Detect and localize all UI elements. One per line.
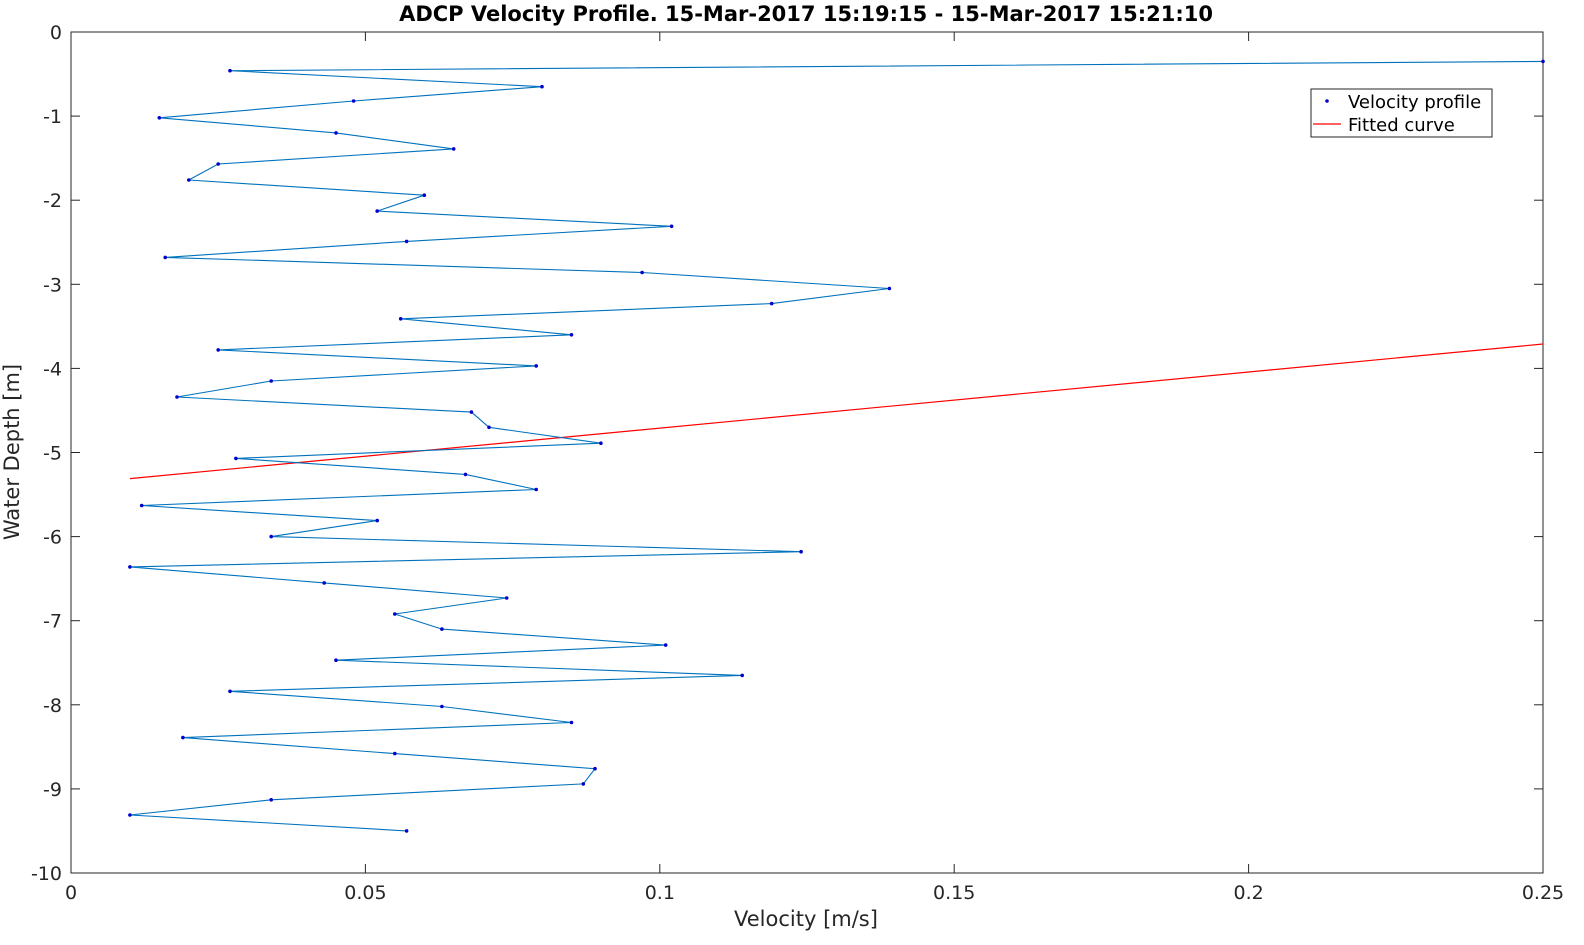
y-tick-label: -9 [43, 779, 62, 801]
velocity-profile-point [234, 456, 238, 461]
velocity-profile-point [351, 99, 356, 103]
velocity-profile-point [128, 565, 132, 569]
x-tick-label: 0.15 [933, 882, 975, 904]
y-tick-label: -7 [43, 611, 62, 633]
velocity-profile-point [593, 766, 597, 771]
velocity-profile-point [398, 317, 403, 321]
legend-label-velocity-profile: Velocity profile [1348, 92, 1481, 113]
velocity-profile-point [599, 441, 603, 446]
velocity-profile-point [404, 239, 409, 244]
velocity-profile-point [440, 627, 444, 631]
velocity-profile-point [669, 224, 674, 229]
velocity-profile-point [451, 147, 456, 151]
velocity-profile-point [187, 178, 191, 182]
velocity-profile-point [569, 333, 574, 337]
velocity-profile-point [139, 503, 144, 508]
velocity-profile-point [487, 425, 491, 430]
y-axis-label: Water Depth [m] [0, 364, 24, 540]
velocity-profile-point [1541, 59, 1545, 64]
velocity-profile-point [640, 270, 644, 275]
velocity-profile-point [581, 782, 586, 786]
velocity-profile-point [463, 472, 468, 477]
y-tick-label: 0 [50, 22, 62, 44]
y-tick-label: -2 [43, 190, 62, 212]
velocity-profile-point [740, 673, 744, 678]
velocity-profile-point [540, 84, 544, 89]
y-tick-label: -4 [43, 358, 62, 380]
velocity-profile-point [157, 116, 162, 120]
velocity-profile-point [569, 720, 574, 725]
velocity-profile-point [440, 704, 444, 709]
velocity-profile-point [375, 518, 380, 523]
velocity-profile-point [322, 581, 327, 585]
y-tick-label: -6 [43, 527, 62, 549]
velocity-profile-point [799, 549, 803, 554]
velocity-profile-point [216, 162, 220, 166]
legend-label-fitted-curve: Fitted curve [1348, 115, 1455, 136]
velocity-profile-point [269, 379, 274, 383]
velocity-profile-point [216, 348, 220, 352]
velocity-profile-point [422, 193, 427, 197]
y-tick-label: -10 [31, 863, 62, 885]
legend-swatch-velocity-profile [1325, 99, 1329, 103]
y-tick-label: -5 [43, 443, 62, 465]
velocity-profile-point [175, 395, 179, 399]
velocity-profile-point [375, 209, 380, 213]
plot-lines [128, 59, 1545, 833]
velocity-profile-point [887, 286, 892, 291]
velocity-profile-point [269, 798, 274, 802]
velocity-profile-point [393, 751, 397, 756]
velocity-profile-point [334, 658, 338, 662]
chart-title: ADCP Velocity Profile. 15-Mar-2017 15:19… [399, 2, 1213, 26]
x-tick-label: 0.1 [645, 882, 675, 904]
velocity-profile-point [504, 596, 509, 600]
x-tick-label: 0.25 [1522, 882, 1564, 904]
y-tick-label: -8 [43, 695, 62, 717]
velocity-profile-point [404, 829, 409, 833]
velocity-profile-point [228, 689, 232, 694]
velocity-profile-point [181, 735, 185, 740]
velocity-profile-point [163, 255, 167, 260]
velocity-profile-point [334, 131, 338, 135]
velocity-profile-point [228, 68, 232, 73]
y-tick-label: -1 [43, 106, 62, 128]
velocity-profile-point [663, 643, 668, 647]
axis-ticks: 0 0.05 0.1 0.15 0.2 0.25 0 -1 -2 -3 -4 -5 -6 -7 -8 -9 -1… [31, 22, 1564, 904]
velocity-profile-point [534, 364, 538, 368]
legend: Velocity profile Fitted curve [1310, 88, 1493, 138]
x-tick-label: 0 [65, 882, 77, 904]
velocity-profile-point [128, 813, 132, 817]
legend-box [1310, 88, 1493, 138]
plot-area [70, 31, 1544, 874]
velocity-profile-point [469, 410, 474, 414]
y-tick-label: -3 [43, 274, 62, 296]
fitted-curve-line [129, 343, 1544, 480]
velocity-profile-point [269, 534, 274, 539]
x-axis-label: Velocity [m/s] [734, 907, 878, 931]
x-tick-label: 0.2 [1233, 882, 1263, 904]
velocity-profile-point [534, 487, 538, 492]
x-tick-label: 0.05 [344, 882, 386, 904]
velocity-profile-point [393, 612, 397, 616]
velocity-profile-point [769, 301, 774, 306]
